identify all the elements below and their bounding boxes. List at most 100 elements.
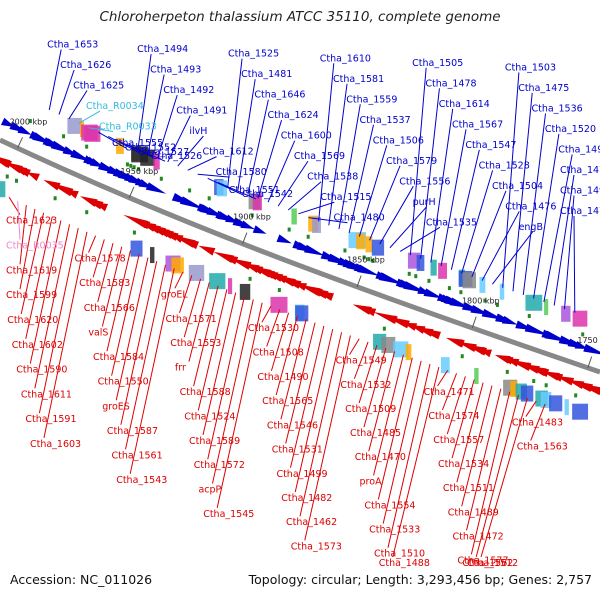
gene-label[interactable]: Ctha_1551	[229, 185, 280, 196]
gene-label[interactable]: groES	[102, 401, 130, 412]
gene-label[interactable]: Ctha_1559	[346, 94, 397, 105]
gene-label[interactable]: Ctha_1496	[560, 185, 600, 196]
gene-label[interactable]: Ctha_1533	[369, 525, 420, 536]
gene-label[interactable]: Ctha_1528	[479, 160, 530, 171]
gene-label[interactable]: Ctha_1482	[281, 493, 332, 504]
gene-label[interactable]: proA	[360, 476, 383, 487]
gene-label[interactable]: Ctha_1490	[257, 372, 308, 383]
gene-label[interactable]: Ctha_1589	[189, 436, 240, 447]
gene-label[interactable]: Ctha_1624	[268, 110, 319, 121]
gene-label[interactable]: Ctha_1475	[518, 83, 569, 94]
gene-label[interactable]: Ctha_R0034	[86, 101, 144, 112]
gene-label[interactable]: Ctha_1574	[428, 411, 479, 422]
gene-label[interactable]: Ctha_1489	[448, 507, 499, 518]
gene-label[interactable]: Ctha_1483	[512, 418, 563, 429]
gene-label[interactable]: Ctha_1626	[60, 60, 111, 71]
gene-label[interactable]: Ctha_1571	[166, 314, 217, 325]
gene-label[interactable]: Ctha_1612	[202, 147, 253, 158]
gene-label[interactable]: Ctha_1537	[360, 115, 411, 126]
gene-label[interactable]: Ctha_1599	[6, 290, 57, 301]
gene-label[interactable]: Ctha_1509	[345, 404, 396, 415]
gene-label[interactable]: Ctha_1535	[426, 217, 477, 228]
gene-label[interactable]: Ctha_1563	[517, 442, 568, 453]
gene-label[interactable]: Ctha_1555	[112, 138, 163, 149]
gene-label[interactable]: ilvH	[189, 126, 207, 137]
gene-label[interactable]: Ctha_1494	[137, 44, 188, 55]
gene-label[interactable]: Ctha_1542	[242, 189, 293, 200]
gene-label[interactable]: Ctha_1588	[180, 387, 231, 398]
gene-label[interactable]: Ctha_R0035	[6, 240, 64, 251]
gene-label[interactable]: Ctha_1547	[465, 140, 516, 151]
gene-label[interactable]: Ctha_1478	[425, 78, 476, 89]
gene-label[interactable]: Ctha_1536	[532, 103, 583, 114]
gene-label[interactable]: Ctha_1552	[125, 142, 176, 153]
gene-label[interactable]: Ctha_1590	[16, 365, 67, 376]
gene-label[interactable]: Ctha_1553	[170, 338, 221, 349]
gene-label[interactable]: Ctha_1577	[457, 555, 508, 566]
gene-label[interactable]: Ctha_1499	[276, 469, 327, 480]
gene-label[interactable]: valS	[88, 327, 108, 338]
gene-label[interactable]: Ctha_1493	[150, 65, 201, 76]
gene-label[interactable]: Ctha_1511	[443, 483, 494, 494]
gene-label[interactable]: Ctha_1472	[453, 531, 504, 542]
gene-label[interactable]: Ctha_1505	[412, 58, 463, 69]
gene-label[interactable]: Ctha_1583	[79, 278, 130, 289]
gene-label[interactable]: Ctha_1532	[340, 380, 391, 391]
gene-label[interactable]: Ctha_1525	[228, 49, 279, 60]
gene-label[interactable]: Ctha_1515	[320, 192, 371, 203]
gene-label[interactable]: purH	[413, 197, 436, 208]
gene-label[interactable]: Ctha_1506	[373, 135, 424, 146]
gene-label[interactable]: frr	[175, 363, 186, 374]
gene-label[interactable]: Ctha_1572	[194, 460, 245, 471]
gene-label[interactable]: Ctha_1562	[462, 558, 513, 569]
gene-label[interactable]: Ctha_1534	[438, 459, 489, 470]
gene-label[interactable]: Ctha_1620	[7, 315, 58, 326]
gene-label[interactable]: Ctha_1610	[320, 53, 371, 64]
gene-label[interactable]: engB	[519, 222, 543, 233]
gene-label[interactable]: Ctha_1481	[241, 69, 292, 80]
gene-label[interactable]: groEL	[161, 289, 189, 300]
gene-label[interactable]: Ctha_1524	[184, 411, 235, 422]
gene-label[interactable]: Ctha_1561	[112, 450, 163, 461]
gene-label[interactable]: Ctha_1653	[47, 40, 98, 51]
gene-label[interactable]: Ctha_1602	[12, 340, 63, 351]
gene-label[interactable]: Ctha_1526	[151, 151, 202, 162]
gene-label[interactable]: Ctha_1520	[545, 124, 596, 135]
gene-label[interactable]: Ctha_1584	[93, 352, 144, 363]
gene-label[interactable]: Ctha_1556	[399, 176, 450, 187]
gene-label[interactable]: Ctha_1580	[216, 167, 267, 178]
gene-label[interactable]: Ctha_1549	[336, 356, 387, 367]
gene-label[interactable]: Ctha_1625	[73, 81, 124, 92]
gene-label[interactable]: Ctha_1488	[379, 558, 430, 569]
gene-label[interactable]: Ctha_1510	[374, 549, 425, 560]
gene-label[interactable]: Ctha_1579	[386, 156, 437, 167]
gene-label[interactable]: Ctha_1530	[248, 323, 299, 334]
gene-label[interactable]: Ctha_1567	[452, 119, 503, 130]
gene-label[interactable]: Ctha_1557	[433, 435, 484, 446]
gene-label[interactable]: Ctha_1531	[272, 445, 323, 456]
gene-label[interactable]: Ctha_1497	[558, 144, 600, 155]
gene-label[interactable]: Ctha_1565	[262, 396, 313, 407]
gene-label[interactable]: Ctha_1504	[492, 181, 543, 192]
gene-label[interactable]: Ctha_1480	[334, 213, 385, 224]
gene-label[interactable]: Ctha_1491	[176, 106, 227, 117]
gene-label[interactable]: Ctha_1508	[253, 347, 304, 358]
gene-label[interactable]: Ctha_1554	[364, 500, 415, 511]
gene-label[interactable]: Ctha_1550	[98, 377, 149, 388]
gene-label[interactable]: Ctha_1545	[203, 509, 254, 520]
gene-label[interactable]: Ctha_1623	[6, 216, 57, 227]
gene-label[interactable]: Ctha_1611	[21, 389, 72, 400]
gene-label[interactable]: Ctha_1646	[254, 90, 305, 101]
gene-label[interactable]: Ctha_1476	[505, 201, 556, 212]
gene-label[interactable]: Ctha_1566	[84, 303, 135, 314]
gene-label[interactable]: Ctha_1473	[560, 206, 600, 217]
gene-label[interactable]: Ctha_1470	[355, 452, 406, 463]
gene-label[interactable]: Ctha_1569	[294, 151, 345, 162]
gene-label[interactable]: Ctha_1591	[25, 414, 76, 425]
gene-label[interactable]: Ctha_1538	[307, 172, 358, 183]
gene-label[interactable]: acpP	[198, 485, 221, 496]
gene-label[interactable]: Ctha_1578	[75, 254, 126, 265]
gene-label[interactable]: Ctha_1485	[350, 428, 401, 439]
gene-label[interactable]: Ctha_1614	[439, 99, 490, 110]
gene-label[interactable]: Ctha_1462	[286, 517, 337, 528]
